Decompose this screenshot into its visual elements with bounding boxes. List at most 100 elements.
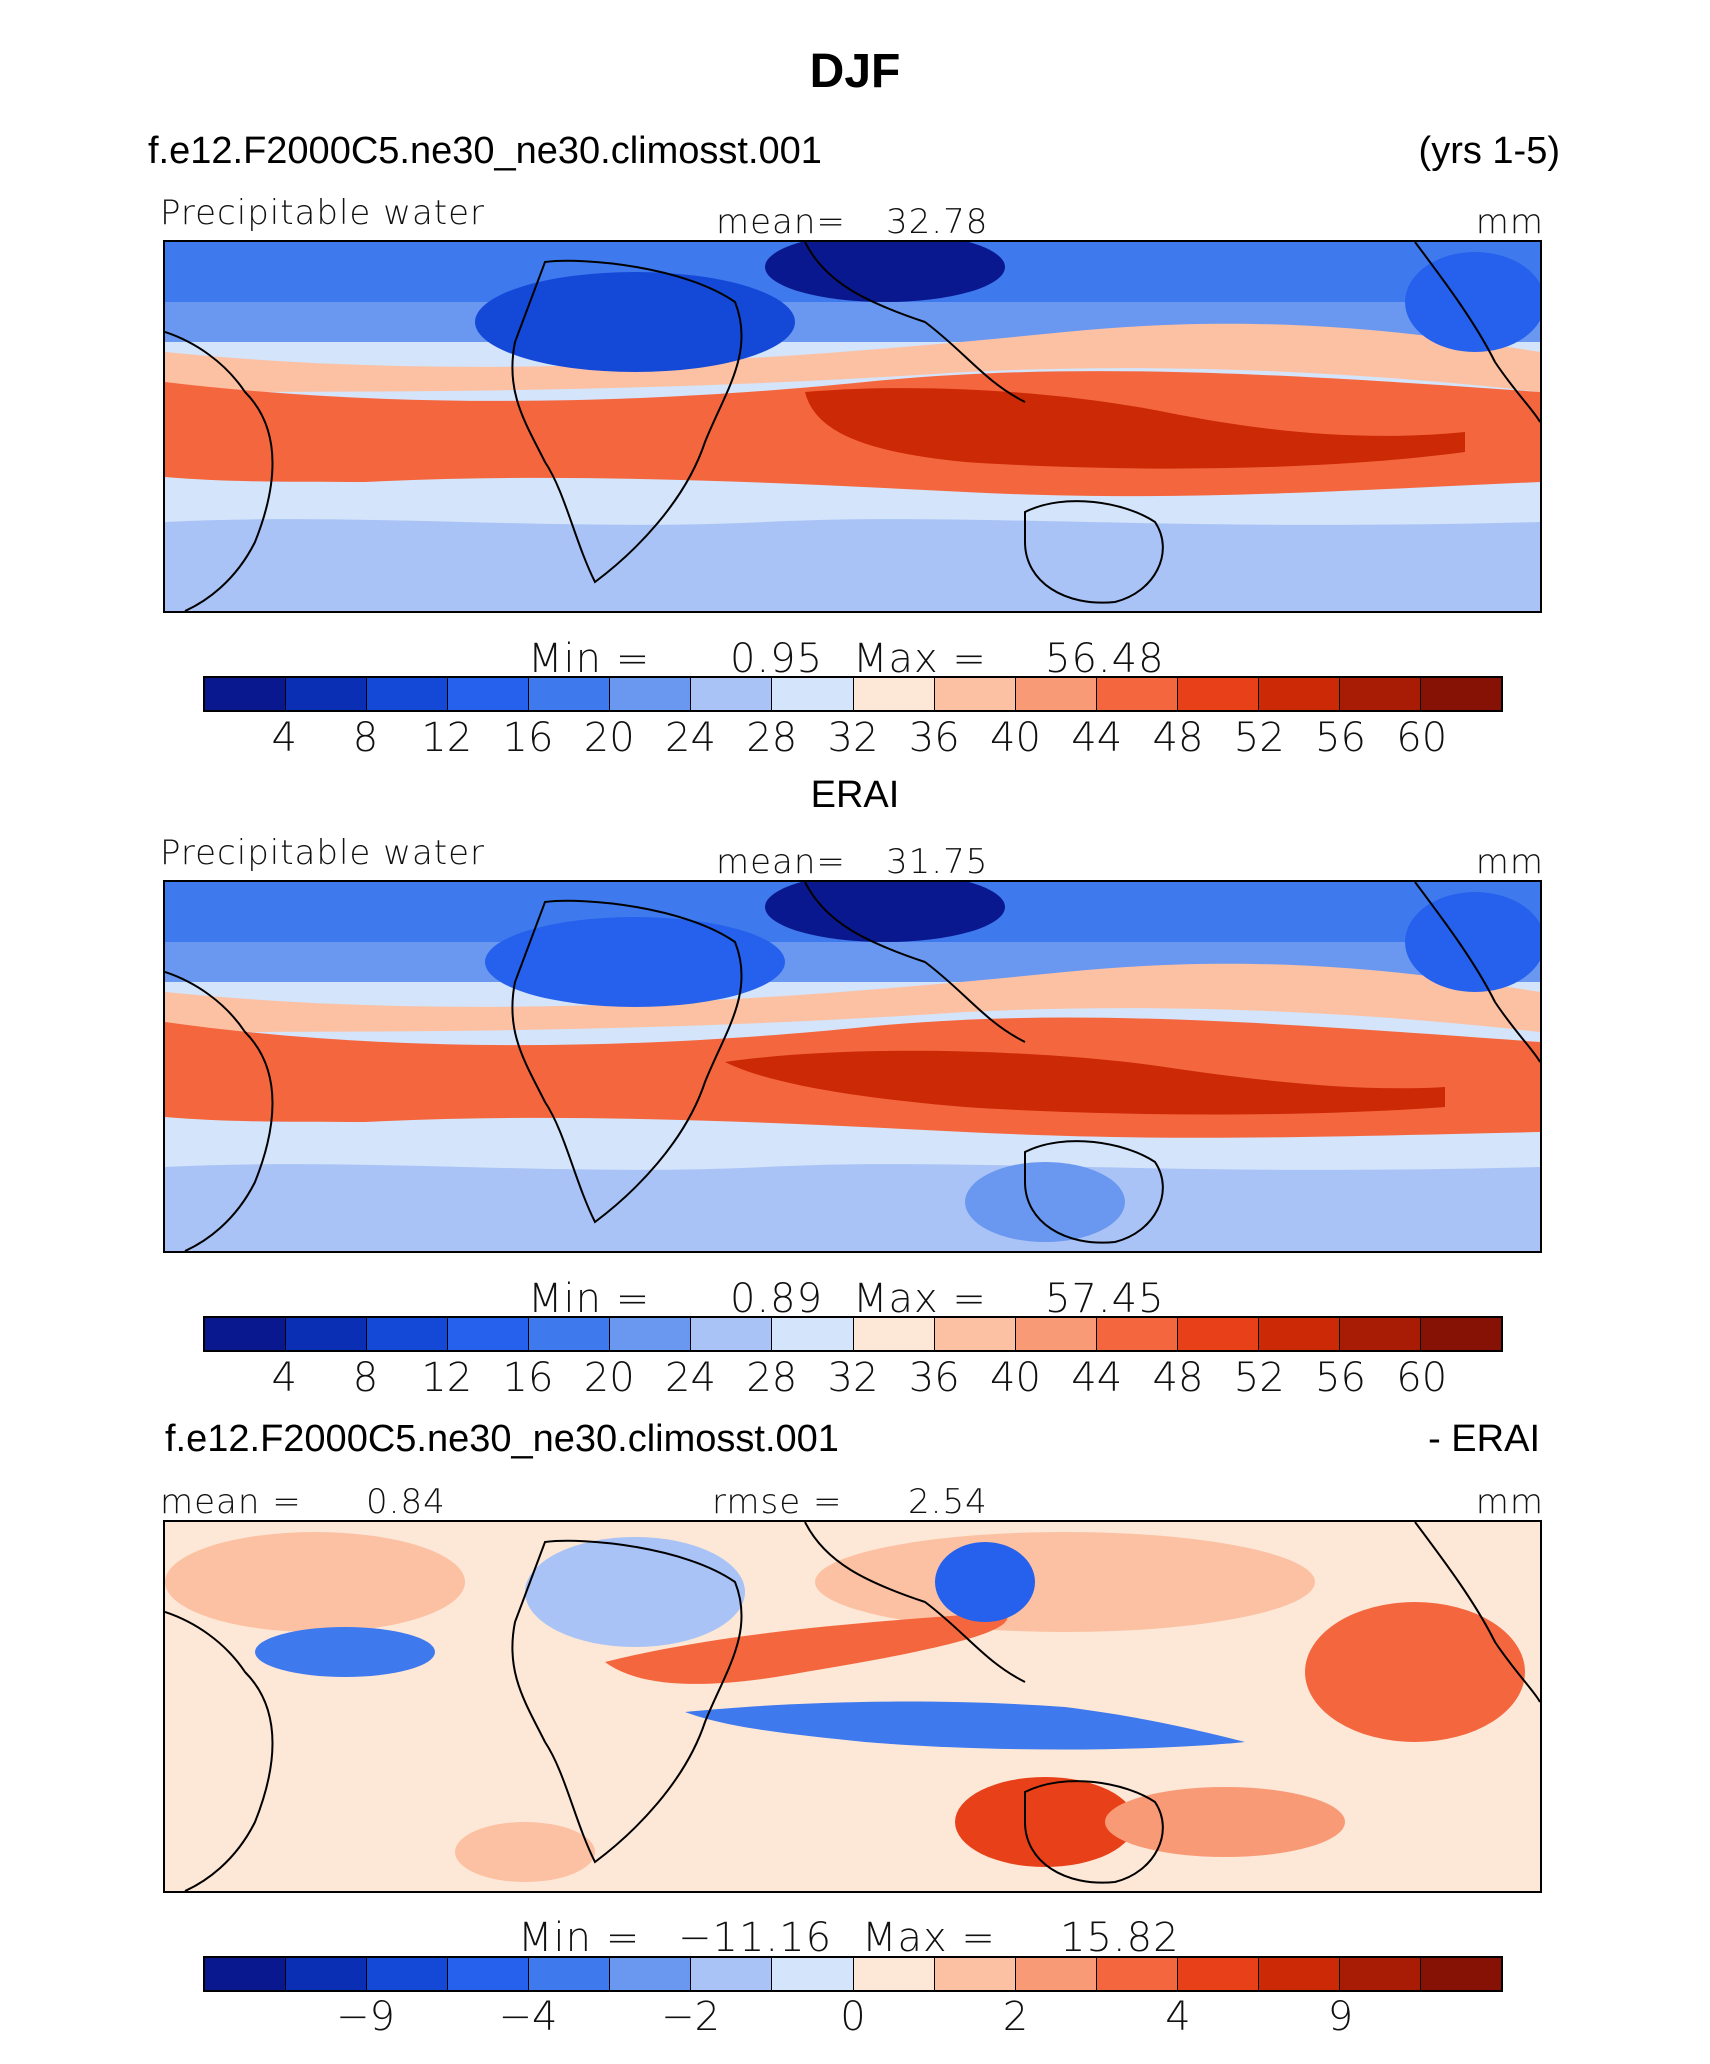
field-warm-pool [805, 388, 1465, 469]
panel1-units: mm [1475, 202, 1544, 242]
colorbar-tick-label: 52 [1233, 715, 1285, 761]
field-warm-satl [455, 1822, 595, 1882]
field-warm-pool [725, 1050, 1445, 1115]
coast-australia [1024, 1780, 1164, 1884]
colorbar-tick-label: −9 [336, 1994, 395, 2040]
colorbar-swatch [1015, 678, 1097, 710]
colorbar-swatch [1258, 1318, 1340, 1350]
panel3-mean-label: mean = [160, 1482, 302, 1522]
coast-samerica [165, 331, 274, 611]
coast-namerica [1414, 882, 1540, 1063]
panel3-min-value: −11.16 [678, 1915, 833, 1961]
colorbar-swatch [853, 678, 935, 710]
colorbar-tick-label: 4 [271, 715, 297, 761]
panel2-mean-label: mean= [716, 842, 846, 882]
field-warm-epac [1305, 1602, 1525, 1742]
figure-title: DJF [809, 45, 901, 98]
field-na-low [1405, 252, 1540, 352]
panel2-min-value: 0.89 [730, 1276, 824, 1322]
colorbar-tick-label: 60 [1396, 715, 1448, 761]
coast-samerica [165, 971, 274, 1251]
panel1-variable: Precipitable water [160, 193, 486, 233]
colorbar-swatch [529, 1958, 611, 1990]
colorbar-swatch [1420, 1318, 1501, 1350]
field-sahara-low [475, 272, 795, 372]
panel2-min-label: Min = [528, 1276, 651, 1322]
colorbar-tick-label: 20 [583, 1355, 635, 1401]
colorbar-swatch [1096, 678, 1178, 710]
colorbar-swatch [286, 1318, 368, 1350]
colorbar-tick-label: 4 [271, 1355, 297, 1401]
colorbar-swatch [1177, 678, 1259, 710]
field-band-south [165, 1164, 1540, 1251]
field-warm-spac [1105, 1787, 1345, 1857]
panel3-field [165, 1522, 1540, 1891]
panel1-min-value: 0.95 [730, 636, 824, 682]
field-sahara-low [485, 917, 785, 1007]
field-cool-china [935, 1542, 1035, 1622]
colorbar-swatch [529, 678, 611, 710]
panel1-colorbar [203, 676, 1503, 712]
coast-samerica [165, 1611, 274, 1891]
colorbar-tick-label: 56 [1315, 715, 1366, 761]
panel2-colorbar-ticks: 4 8 12 16 20 24 28 32 36 40 44 48 52 56 60 [203, 1355, 1503, 1403]
field-cool-africa [525, 1537, 745, 1647]
panel2-max-label: Max = [853, 1276, 987, 1322]
colorbar-swatch [1096, 1318, 1178, 1350]
field-itcz-outer [165, 963, 1540, 1032]
colorbar-swatch [610, 1958, 692, 1990]
panel1-min-label: Min = [528, 636, 651, 682]
coast-australia [1024, 1140, 1164, 1244]
field-cool-eq [685, 1701, 1245, 1750]
colorbar-swatch [1339, 1318, 1421, 1350]
colorbar-tick-label: 12 [421, 1355, 473, 1401]
colorbar-tick-label: 32 [827, 715, 879, 761]
colorbar-tick-label: 52 [1233, 1355, 1285, 1401]
colorbar-swatch [934, 1958, 1016, 1990]
colorbar-swatch [772, 1958, 854, 1990]
colorbar-tick-label: 24 [665, 1355, 716, 1401]
field-asia-low [765, 882, 1005, 942]
panel1-mean-label: mean= [716, 202, 846, 242]
field-warm-nw [165, 1532, 465, 1632]
field-warm-npac [815, 1532, 1315, 1632]
panel3-max-value: 15.82 [1060, 1915, 1180, 1961]
colorbar-swatch [1339, 678, 1421, 710]
colorbar-tick-label: 32 [827, 1355, 879, 1401]
field-cool-atl [255, 1627, 435, 1677]
colorbar-swatch [934, 1318, 1016, 1350]
coast-asia [804, 1522, 1026, 1683]
colorbar-swatch [853, 1318, 935, 1350]
colorbar-tick-label: 12 [421, 715, 473, 761]
colorbar-tick-label: 8 [352, 715, 379, 761]
panel2-units: mm [1475, 842, 1544, 882]
panel3-min-label: Min = [518, 1915, 641, 1961]
coast-africa [511, 899, 743, 1224]
colorbar-tick-label: 4 [1165, 1994, 1191, 2040]
panel2-max-value: 57.45 [1045, 1276, 1165, 1322]
colorbar-tick-label: 40 [990, 1355, 1041, 1401]
coast-africa [511, 1539, 743, 1864]
panel3-mean-value: 0.84 [366, 1482, 446, 1522]
field-aus-dry [965, 1162, 1125, 1242]
panel3-max-label: Max = [862, 1915, 996, 1961]
panel3-rmse-value: 2.54 [908, 1482, 988, 1522]
panel3-colorbar [203, 1956, 1503, 1992]
panel1-field [165, 242, 1540, 611]
colorbar-tick-label: 16 [502, 715, 554, 761]
field-warm-aus [955, 1777, 1135, 1867]
colorbar-swatch [1258, 678, 1340, 710]
colorbar-swatch [286, 1958, 368, 1990]
colorbar-swatch [691, 1958, 773, 1990]
colorbar-swatch [1177, 1318, 1259, 1350]
field-itcz-outer [165, 323, 1540, 392]
panel1-mean-value: 32.78 [886, 202, 989, 242]
panel2-colorbar [203, 1316, 1503, 1352]
colorbar-swatch [205, 1318, 287, 1350]
coast-namerica [1414, 1522, 1540, 1703]
panel1-max-value: 56.48 [1045, 636, 1165, 682]
field-aus-dry [975, 527, 1115, 597]
colorbar-swatch [853, 1958, 935, 1990]
colorbar-swatch [1015, 1958, 1097, 1990]
colorbar-tick-label: 56 [1315, 1355, 1366, 1401]
